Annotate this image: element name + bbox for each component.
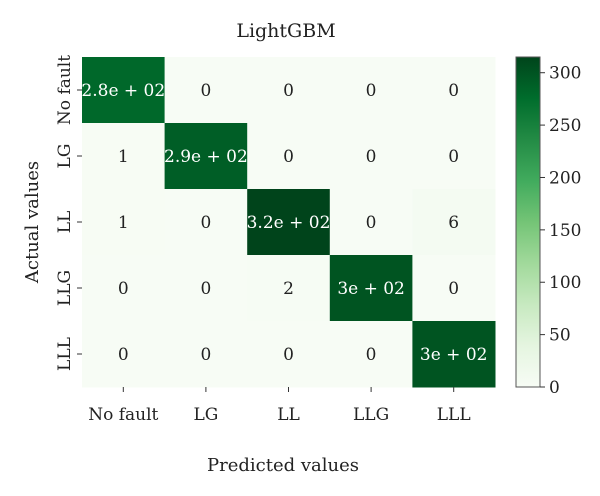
cell-value-label: 0 — [448, 147, 459, 167]
heatmap-cell — [412, 57, 496, 124]
cell-value-label: 3e + 02 — [337, 279, 405, 299]
x-tick-label: LLL — [437, 405, 471, 425]
colorbar-tick-label: 100 — [549, 273, 581, 293]
heatmap-cell — [247, 255, 331, 322]
heatmap-cell — [329, 321, 413, 388]
heatmap-cell — [412, 123, 496, 190]
colorbar-gradient — [515, 56, 541, 388]
cell-value-label: 1 — [118, 147, 129, 167]
x-tick-label: No fault — [88, 405, 158, 425]
cell-value-label: 2.9e + 02 — [164, 147, 248, 167]
cell-value-label: 0 — [448, 81, 459, 101]
cell-value-label: 1 — [118, 213, 129, 233]
colorbar-tick-label: 300 — [549, 64, 581, 84]
chart-title: LightGBM — [236, 20, 335, 42]
colorbar-tick-label: 0 — [549, 378, 560, 398]
heatmap-cell — [412, 255, 496, 322]
heatmap-cell — [247, 57, 331, 124]
heatmap-cell — [164, 123, 248, 190]
heatmap-cell — [247, 189, 331, 256]
cell-value-label: 0 — [366, 345, 377, 365]
heatmap-cell — [412, 189, 496, 256]
cell-value-label: 0 — [118, 279, 129, 299]
y-tick-label: LLL — [55, 337, 75, 371]
heatmap-cell — [82, 189, 166, 256]
heatmap-cell — [329, 57, 413, 124]
cell-value-label: 0 — [283, 147, 294, 167]
cell-value-label: 0 — [366, 213, 377, 233]
heatmap-cell — [164, 255, 248, 322]
y-tick-label: LL — [55, 211, 75, 234]
colorbar: 0 50 100 150 200 250 300 — [515, 56, 581, 398]
colorbar-tick-label: 150 — [549, 221, 581, 241]
cell-value-label: 0 — [366, 147, 377, 167]
heatmap-cell — [329, 189, 413, 256]
heatmap-cell — [329, 255, 413, 322]
x-axis-ticks: No fault LG LL LLG LLL — [88, 387, 471, 425]
cell-value-label: 0 — [366, 81, 377, 101]
heatmap-cell — [82, 123, 166, 190]
heatmap-cell — [247, 321, 331, 388]
cell-value-label: 0 — [283, 345, 294, 365]
y-tick-label: No fault — [55, 55, 75, 125]
heatmap-cell — [164, 57, 248, 124]
y-tick-label: LG — [55, 144, 75, 169]
cell-value-label: 3e + 02 — [420, 345, 488, 365]
colorbar-tick-label: 50 — [549, 326, 571, 346]
x-tick-label: LLG — [353, 405, 389, 425]
cell-value-label: 0 — [448, 279, 459, 299]
cell-value-label: 0 — [200, 345, 211, 365]
cell-value-labels: 2.8e + 02 0 0 0 0 1 2.9e + 02 0 0 0 1 0 3.2e + 02 0 6 0… — [81, 81, 487, 365]
colorbar-ticks: 0 50 100 150 200 250 300 — [540, 64, 581, 398]
heatmap-cell — [164, 321, 248, 388]
heatmap-cell — [82, 255, 166, 322]
y-tick-label: LLG — [55, 270, 75, 306]
heatmap-cell — [329, 123, 413, 190]
heatmap-cell — [82, 57, 166, 124]
x-tick-label: LG — [193, 405, 218, 425]
x-axis-label: Predicted values — [207, 455, 359, 476]
colorbar-tick-label: 200 — [549, 168, 581, 188]
heatmap-cell — [164, 189, 248, 256]
x-tick-label: LL — [277, 405, 300, 425]
y-axis-label: Actual values — [22, 161, 43, 284]
y-axis-ticks: No fault LG LL LLG LLL — [55, 55, 82, 371]
cell-value-label: 0 — [283, 81, 294, 101]
cell-value-label: 0 — [200, 279, 211, 299]
cell-value-label: 0 — [118, 345, 129, 365]
cell-value-label: 2 — [283, 279, 294, 299]
heatmap-cell — [412, 321, 496, 388]
cell-value-label: 2.8e + 02 — [81, 81, 165, 101]
cell-value-label: 6 — [448, 213, 459, 233]
cell-value-label: 3.2e + 02 — [247, 213, 331, 233]
heatmap-cells — [82, 57, 496, 388]
cell-value-label: 0 — [200, 213, 211, 233]
heatmap-cell — [82, 321, 166, 388]
cell-value-label: 0 — [200, 81, 211, 101]
colorbar-tick-label: 250 — [549, 116, 581, 136]
heatmap-cell — [247, 123, 331, 190]
